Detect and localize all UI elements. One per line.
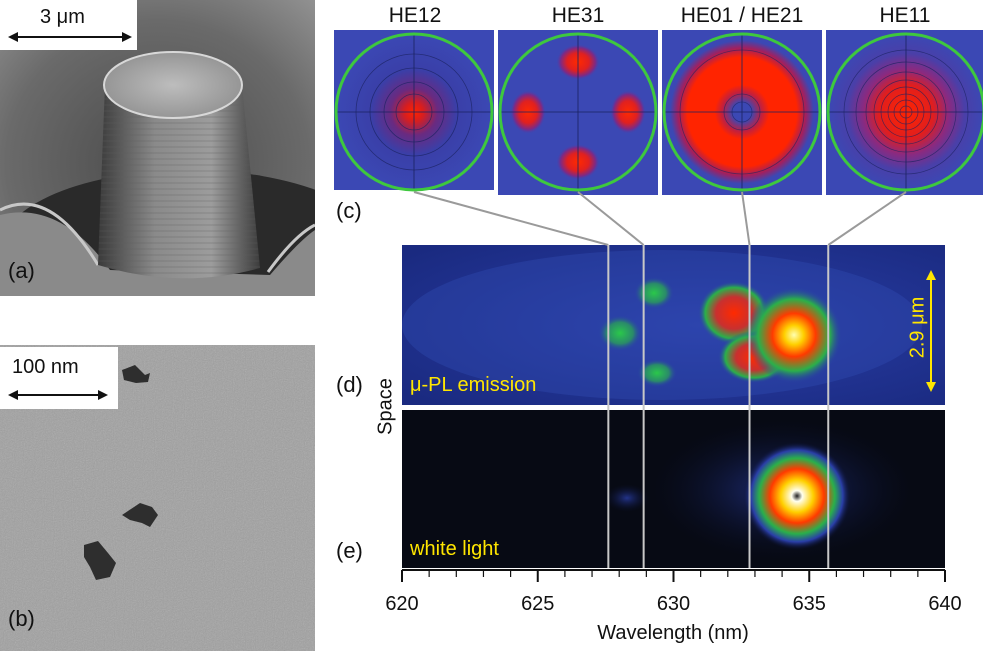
mode-title-he11: HE11 [879, 4, 931, 27]
wavelength-axis: 620 625 630 635 640 [385, 569, 962, 615]
panel-label-e: (e) [336, 538, 363, 563]
mode-profiles [334, 30, 983, 195]
caption-white-light: white light [410, 538, 499, 560]
scale-text-a: 3 μm [40, 6, 85, 28]
x-axis-label: Wavelength (nm) [597, 622, 749, 644]
pl-emission-map [402, 245, 945, 405]
white-light-map [402, 410, 945, 568]
caption-pl-emission: μ-PL emission [410, 374, 537, 396]
panel-label-a: (a) [8, 258, 35, 283]
x-tick-label: 640 [928, 593, 961, 615]
mode-he11 [826, 30, 983, 195]
sem-pillar-image [0, 0, 315, 296]
panel-label-c: (c) [336, 198, 362, 223]
mode-title-he31: HE31 [551, 4, 605, 27]
tem-image [0, 345, 315, 651]
scale-arrow-d [926, 270, 936, 392]
mode-connector-line [413, 191, 609, 246]
x-tick-label: 630 [657, 593, 690, 615]
panel-label-d: (d) [336, 372, 363, 397]
mode-connector-line [577, 191, 645, 246]
scale-arrow-b [8, 390, 108, 400]
mode-he01-he21 [662, 30, 822, 195]
mode-he31 [498, 30, 658, 195]
scale-text-b: 100 nm [12, 356, 79, 378]
x-tick-label: 625 [521, 593, 554, 615]
mode-title-he01-he21: HE01 / HE21 [680, 4, 804, 27]
x-tick-label: 620 [385, 593, 418, 615]
scale-box-a [0, 0, 137, 50]
mode-connector-line [827, 191, 907, 246]
scale-arrow-a [8, 32, 132, 42]
space-axis-label: Space [374, 378, 397, 435]
mode-title-he12: HE12 [388, 4, 442, 27]
panel-label-b: (b) [8, 606, 35, 631]
x-tick-label: 635 [793, 593, 826, 615]
scale-text-d: 2.9 μm [906, 296, 929, 359]
mode-connector-line [741, 191, 751, 246]
mode-he12 [334, 30, 494, 192]
